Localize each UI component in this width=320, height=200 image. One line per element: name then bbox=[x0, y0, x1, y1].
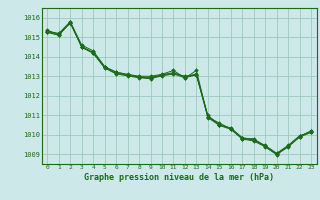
X-axis label: Graphe pression niveau de la mer (hPa): Graphe pression niveau de la mer (hPa) bbox=[84, 173, 274, 182]
